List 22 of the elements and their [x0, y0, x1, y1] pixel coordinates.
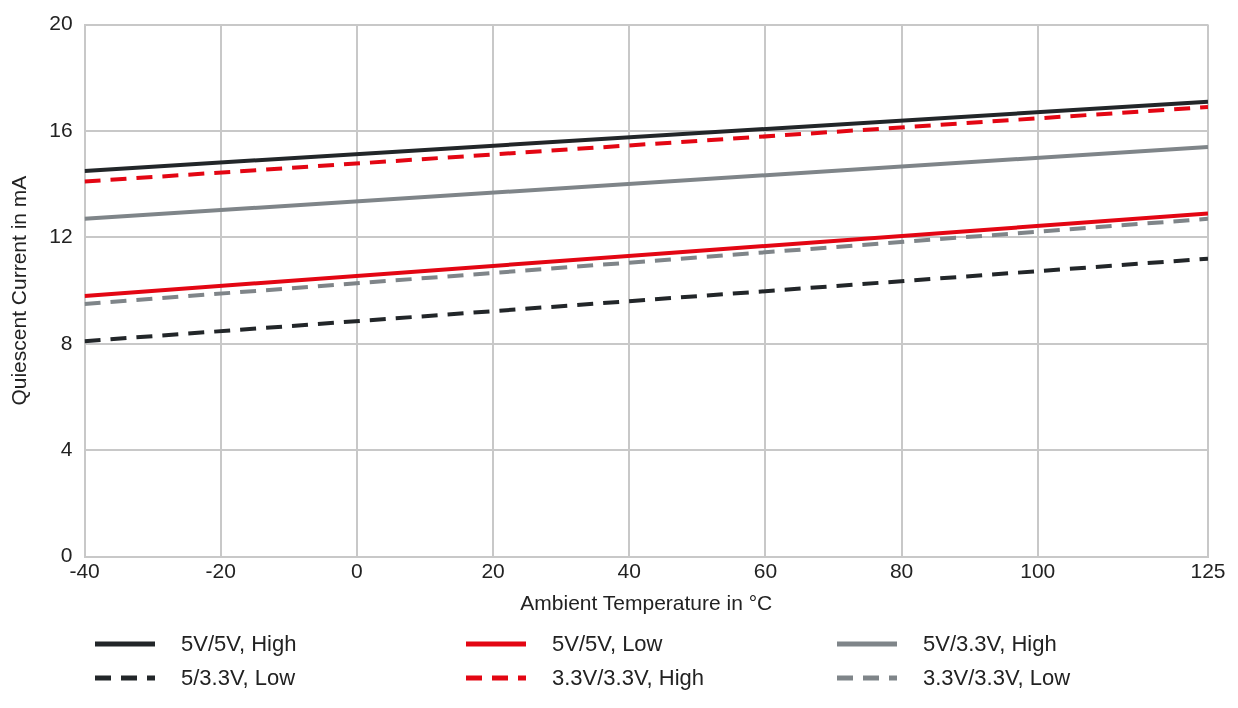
y-tick-label: 20 [49, 11, 73, 35]
x-tick-label: 40 [617, 559, 641, 582]
legend-label: 5/3.3V, Low [181, 665, 296, 691]
y-axis-title: Quiescent Current in mA [7, 175, 31, 406]
y-tick-label: 16 [49, 117, 73, 141]
x-tick-label: 20 [481, 559, 505, 582]
legend-label: 3.3V/3.3V, High [552, 665, 705, 691]
x-tick-label: 100 [1020, 559, 1056, 582]
y-tick-label: 0 [60, 543, 73, 567]
y-tick-label: 12 [49, 224, 73, 248]
y-tick-label: 8 [60, 330, 73, 354]
x-tick-label: 80 [889, 559, 914, 582]
x-tick-label: 0 [351, 559, 363, 582]
x-tick-label: 125 [1190, 559, 1226, 582]
legend-label: 5V/3.3V, High [923, 631, 1057, 657]
legend-label: 3.3V/3.3V, Low [923, 665, 1071, 691]
y-tick-label: 4 [60, 437, 73, 460]
legend-label: 5V/5V, Low [552, 631, 663, 657]
x-tick-label: 60 [753, 559, 778, 582]
x-tick-label: -20 [205, 559, 236, 582]
legend-label: 5V/5V, High [181, 631, 297, 657]
x-axis-title: Ambient Temperature in °C [520, 591, 773, 615]
